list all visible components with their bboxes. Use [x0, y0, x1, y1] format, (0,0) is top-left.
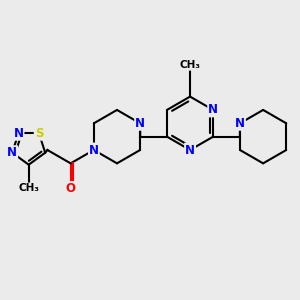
- Text: N: N: [235, 117, 245, 130]
- Text: N: N: [208, 103, 218, 116]
- Text: CH₃: CH₃: [18, 183, 39, 193]
- Text: N: N: [135, 117, 145, 130]
- Text: N: N: [185, 143, 195, 157]
- Text: S: S: [35, 127, 43, 140]
- Text: N: N: [14, 127, 23, 140]
- Text: N: N: [7, 146, 17, 159]
- Text: CH₃: CH₃: [180, 60, 201, 70]
- Text: O: O: [66, 182, 76, 195]
- Text: N: N: [89, 143, 99, 157]
